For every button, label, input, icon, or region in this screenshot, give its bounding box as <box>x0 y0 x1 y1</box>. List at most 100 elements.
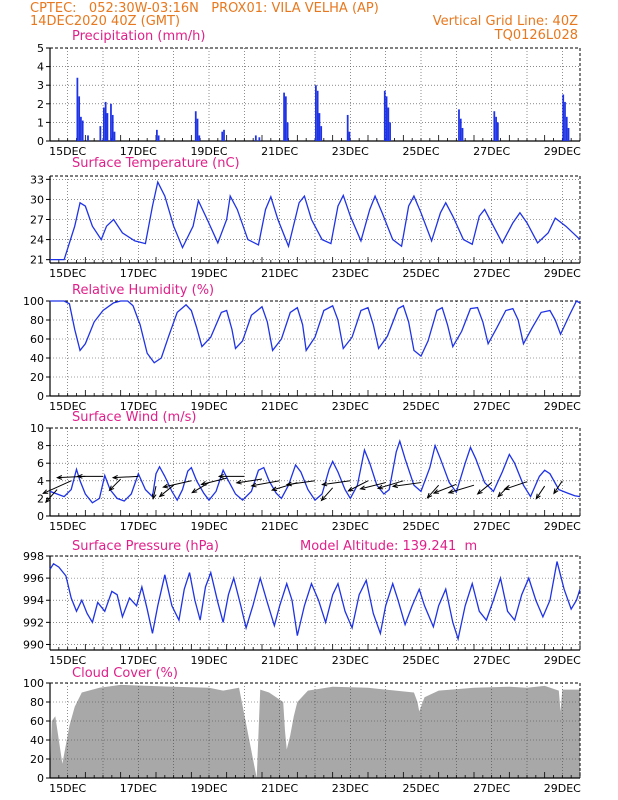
wind-vector-head <box>42 489 49 494</box>
wind-vector <box>433 483 457 494</box>
temp-ytick-label: 27 <box>30 214 44 227</box>
precip-bar <box>258 137 261 141</box>
wind-vector <box>477 482 492 495</box>
wind-xtick-label: 19DEC <box>190 520 227 533</box>
precip-xtick-label: 23DEC <box>332 145 369 158</box>
precip-bar <box>81 120 84 141</box>
cloud-xtick-label: 25DEC <box>402 782 439 795</box>
precip-bar <box>198 135 201 141</box>
wind-vector-head <box>476 489 483 495</box>
cloud-xtick-label: 21DEC <box>261 782 298 795</box>
precip-bar <box>567 127 570 141</box>
humidity-xtick-label: 15DEC <box>49 400 86 413</box>
precip-bar <box>284 96 287 141</box>
temp-xtick-label: 19DEC <box>190 267 227 280</box>
wind-vector <box>201 477 227 485</box>
wind-xtick-label: 29DEC <box>544 520 581 533</box>
wind-vector <box>109 478 122 491</box>
precip-bar <box>458 109 460 141</box>
wind-vector-head <box>320 495 327 502</box>
pressure-xtick-label: 25DEC <box>402 654 439 667</box>
cloud-ytick-label: 60 <box>30 715 44 728</box>
precip-bar <box>110 103 112 141</box>
precip-bar <box>78 96 81 141</box>
precip-bar <box>157 135 160 141</box>
wind-vector <box>159 484 174 497</box>
wind-vector <box>191 482 210 494</box>
precip-bar <box>111 114 114 141</box>
wind-vector-head <box>56 475 63 480</box>
wind-vector-head <box>200 481 207 486</box>
wind-vector-head <box>497 491 503 498</box>
wind-ytick-label: 6 <box>37 457 44 470</box>
precip-bar <box>87 135 89 141</box>
cloud-xtick-label: 15DEC <box>49 782 86 795</box>
wind-vector <box>113 475 139 479</box>
pressure-xtick-label: 23DEC <box>332 654 369 667</box>
wind-vector-head <box>426 492 433 499</box>
humidity-ytick-label: 20 <box>30 371 44 384</box>
precip-bar <box>283 92 285 141</box>
wind-vector <box>163 480 192 488</box>
humidity-title: Relative Humidity (%) <box>72 283 215 298</box>
cloud-ytick-label: 0 <box>37 772 44 785</box>
precip-bar <box>196 118 199 141</box>
humidity-xtick-label: 17DEC <box>120 400 157 413</box>
precip-ytick-label: 1 <box>37 116 44 129</box>
wind-vector <box>286 480 316 486</box>
precip-bar <box>316 90 319 141</box>
wind-vector-head <box>270 486 278 492</box>
precip-bar <box>315 85 317 141</box>
wind-vector-head <box>76 473 83 479</box>
temp-series-line <box>50 180 581 261</box>
wind-vector-head <box>376 484 384 490</box>
precip-bar <box>565 116 568 141</box>
cloud-xtick-label: 19DEC <box>190 782 227 795</box>
wind-vector <box>42 480 72 494</box>
wind-vector-head <box>503 485 510 491</box>
precip-xtick-label: 15DEC <box>49 145 86 158</box>
model-altitude: Model Altitude: 139.241 m <box>300 539 478 554</box>
wind-vector-head <box>162 483 169 489</box>
temp-title: Surface Temperature (nC) <box>72 156 240 171</box>
wind-vector <box>236 478 263 484</box>
wind-xtick-label: 17DEC <box>120 520 157 533</box>
precip-bar <box>562 94 565 141</box>
pressure-xtick-label: 27DEC <box>473 654 510 667</box>
precip-bar <box>495 116 497 141</box>
precip-xtick-label: 19DEC <box>190 145 227 158</box>
wind-vector <box>321 487 334 501</box>
precip-bar <box>76 77 79 141</box>
wind-vector <box>348 480 369 492</box>
pressure-xtick-label: 21DEC <box>261 654 298 667</box>
wind-series-line <box>49 439 581 504</box>
precip-bar <box>103 107 105 141</box>
cloud-ytick-label: 100 <box>23 677 44 690</box>
precip-bar <box>223 129 225 141</box>
humidity-xtick-label: 27DEC <box>473 400 510 413</box>
wind-vector-head <box>553 488 559 495</box>
temp-xtick-label: 27DEC <box>473 267 510 280</box>
wind-vector-head <box>235 479 242 485</box>
temp-xtick-label: 23DEC <box>332 267 369 280</box>
wind-vector-head <box>250 482 257 488</box>
cloud-ytick-label: 20 <box>30 753 44 766</box>
precip-ytick-label: 0 <box>37 135 44 148</box>
temp-xtick-label: 15DEC <box>49 267 86 280</box>
wind-vector <box>152 485 157 499</box>
temp-ytick-label: 30 <box>30 193 44 206</box>
humidity-ytick-label: 100 <box>23 295 44 308</box>
humidity-xtick-label: 25DEC <box>402 400 439 413</box>
precip-bar <box>564 101 566 141</box>
wind-vector <box>45 489 58 503</box>
pressure-xtick-label: 29DEC <box>544 654 581 667</box>
cloud-xtick-label: 23DEC <box>332 782 369 795</box>
wind-vector-head <box>158 491 165 498</box>
humidity-xtick-label: 19DEC <box>190 400 227 413</box>
cloud-ytick-label: 80 <box>30 696 44 709</box>
precip-bar <box>104 101 107 141</box>
wind-vector <box>377 480 404 489</box>
precip-xtick-label: 27DEC <box>473 145 510 158</box>
wind-vector <box>322 480 351 486</box>
cloud-xtick-label: 27DEC <box>473 782 510 795</box>
